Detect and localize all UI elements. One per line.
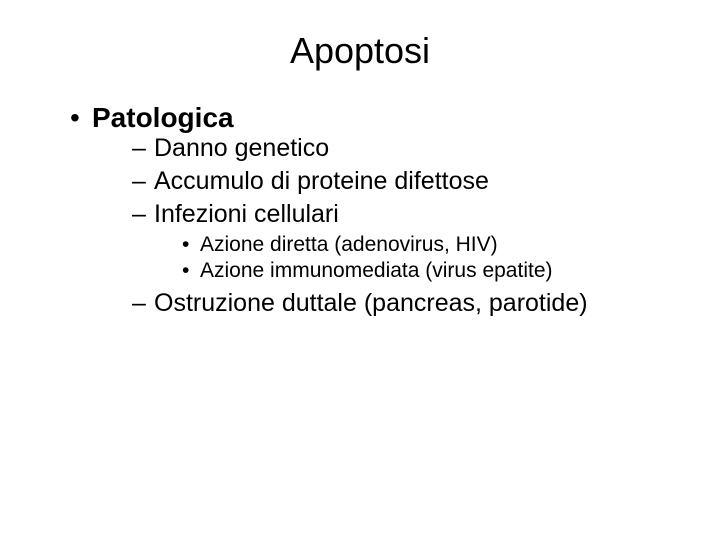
level2-item: Accumulo di proteine difettose <box>132 167 680 196</box>
level2-text: Accumulo di proteine difettose <box>154 167 489 195</box>
level2-item: Ostruzione duttale (pancreas, parotide) <box>132 289 680 318</box>
level1-item: Patologica Danno genetico Accumulo di pr… <box>70 102 680 318</box>
level2-item: Danno genetico <box>132 134 680 163</box>
slide-title: Apoptosi <box>40 30 680 72</box>
level2-text: Ostruzione duttale (pancreas, parotide) <box>154 289 588 317</box>
level3-item: Azione diretta (adenovirus, HIV) <box>182 233 680 257</box>
level3-item: Azione immunomediata (virus epatite) <box>182 259 680 283</box>
slide: Apoptosi Patologica Danno genetico Accum… <box>0 0 720 540</box>
level2-text: Infezioni cellulari <box>154 200 339 228</box>
level2-item: Infezioni cellulari Azione diretta (aden… <box>132 200 680 283</box>
level3-text: Azione immunomediata (virus epatite) <box>200 259 553 282</box>
level3-text: Azione diretta (adenovirus, HIV) <box>200 233 498 256</box>
level2-text: Danno genetico <box>154 134 329 162</box>
bullet-list-level3: Azione diretta (adenovirus, HIV) Azione … <box>154 233 680 283</box>
level1-text: Patologica <box>92 102 234 133</box>
bullet-list-level2: Danno genetico Accumulo di proteine dife… <box>92 134 680 318</box>
bullet-list-level1: Patologica Danno genetico Accumulo di pr… <box>40 102 680 318</box>
